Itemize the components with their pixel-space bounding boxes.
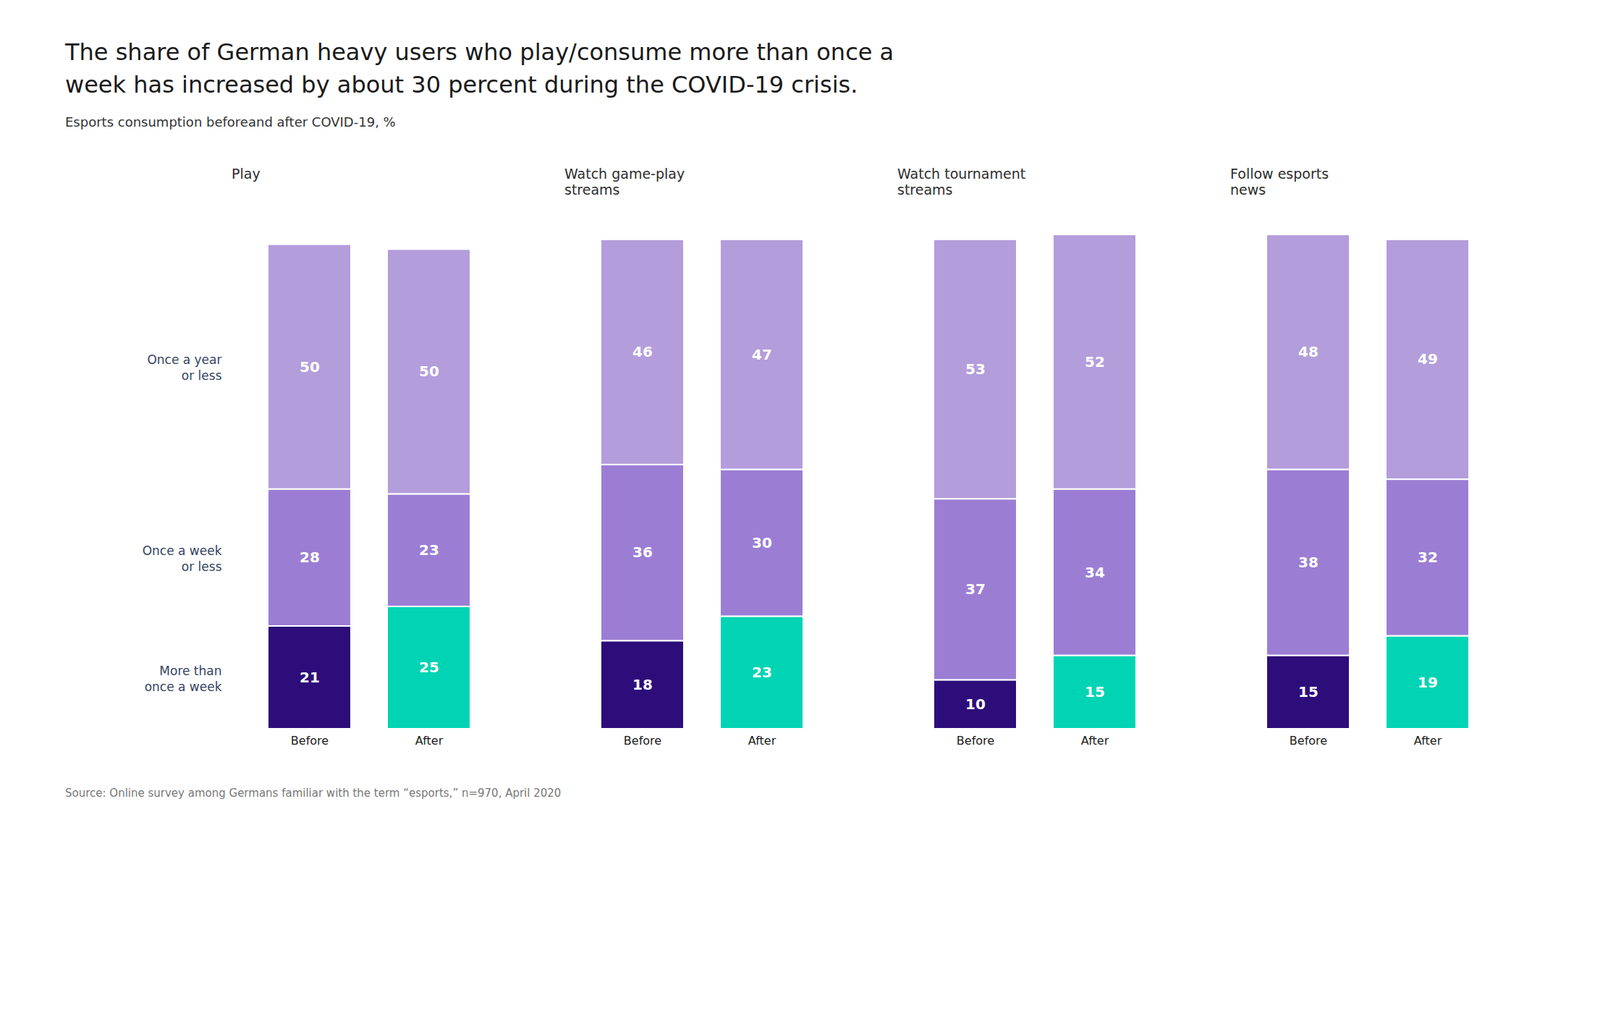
svg-text:50: 50 xyxy=(299,357,320,375)
svg-text:After: After xyxy=(1081,733,1110,747)
html-text:Follow esports news: Follow esports news xyxy=(1230,165,1329,198)
svg-text:49: 49 xyxy=(1417,350,1438,368)
svg-text:Before: Before xyxy=(1289,733,1328,747)
svg-text:After: After xyxy=(1414,733,1443,747)
svg-text:38: 38 xyxy=(1298,553,1319,571)
svg-text:23: 23 xyxy=(751,663,773,681)
svg-text:15: 15 xyxy=(1298,683,1319,701)
html-text:The share of German heavy user: The share of German heavy users who play… xyxy=(65,38,894,66)
svg-text:34: 34 xyxy=(1084,563,1106,581)
svg-text:More thanonce a week: More thanonce a week xyxy=(144,662,223,694)
svg-text:Before: Before xyxy=(290,733,329,747)
svg-text:25: 25 xyxy=(418,658,440,676)
html-text:Watch game-play streams: Watch game-play streams xyxy=(564,165,685,198)
svg-text:After: After xyxy=(748,733,777,747)
html-text:Esports consumption beforeand: Esports consumption beforeand after COVI… xyxy=(65,114,396,130)
svg-text:36: 36 xyxy=(632,543,653,561)
svg-text:48: 48 xyxy=(1298,343,1319,361)
svg-text:15: 15 xyxy=(1084,683,1106,701)
svg-text:28: 28 xyxy=(299,548,320,566)
svg-text:Once a yearor less: Once a yearor less xyxy=(146,352,222,383)
svg-text:18: 18 xyxy=(632,675,653,694)
svg-text:52: 52 xyxy=(1084,352,1106,370)
svg-text:Once a weekor less: Once a weekor less xyxy=(142,542,223,574)
svg-text:Before: Before xyxy=(623,733,662,747)
html-text:Source: Online survey among Ge: Source: Online survey among Germans fami… xyxy=(65,786,562,800)
svg-text:32: 32 xyxy=(1417,548,1438,566)
html-text:Play: Play xyxy=(231,165,261,182)
svg-text:21: 21 xyxy=(299,667,320,686)
svg-text:50: 50 xyxy=(418,362,440,380)
svg-text:47: 47 xyxy=(751,345,773,363)
svg-text:53: 53 xyxy=(965,359,986,378)
svg-text:30: 30 xyxy=(751,534,773,552)
html-text:week has increased by about 30: week has increased by about 30 percent d… xyxy=(65,70,858,99)
svg-text:19: 19 xyxy=(1417,672,1438,691)
svg-text:46: 46 xyxy=(632,343,653,361)
svg-text:Before: Before xyxy=(956,733,995,747)
html-text:Watch tournament streams: Watch tournament streams xyxy=(897,165,1026,198)
svg-text:37: 37 xyxy=(965,580,986,598)
svg-text:23: 23 xyxy=(418,541,440,559)
svg-text:After: After xyxy=(415,733,444,747)
svg-text:10: 10 xyxy=(965,695,986,713)
